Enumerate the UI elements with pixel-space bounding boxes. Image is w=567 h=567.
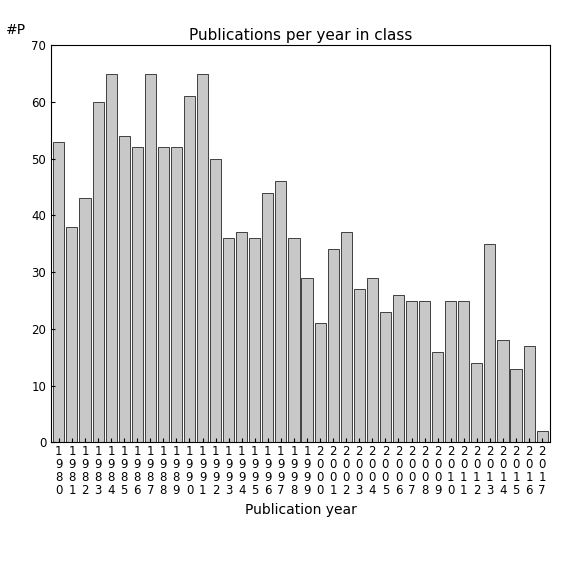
Bar: [419, 301, 430, 442]
Bar: [406, 301, 417, 442]
X-axis label: Publication year: Publication year: [244, 502, 357, 517]
Bar: [484, 244, 496, 442]
Bar: [328, 249, 338, 442]
Title: Publications per year in class: Publications per year in class: [189, 28, 412, 43]
Bar: [92, 102, 104, 442]
Bar: [302, 278, 312, 442]
Bar: [158, 147, 169, 442]
Bar: [197, 74, 208, 442]
Bar: [66, 227, 78, 442]
Bar: [497, 340, 509, 442]
Bar: [458, 301, 469, 442]
Bar: [523, 346, 535, 442]
Bar: [53, 142, 65, 442]
Bar: [471, 363, 483, 442]
Bar: [315, 323, 325, 442]
Bar: [367, 278, 378, 442]
Bar: [354, 289, 365, 442]
Bar: [79, 198, 91, 442]
Bar: [380, 312, 391, 442]
Bar: [171, 147, 182, 442]
Bar: [249, 238, 260, 442]
Bar: [289, 238, 299, 442]
Bar: [445, 301, 456, 442]
Bar: [536, 431, 548, 442]
Y-axis label: #P: #P: [6, 23, 26, 37]
Bar: [145, 74, 156, 442]
Bar: [184, 96, 195, 442]
Bar: [236, 232, 247, 442]
Bar: [210, 159, 221, 442]
Bar: [341, 232, 352, 442]
Bar: [105, 74, 117, 442]
Bar: [263, 193, 273, 442]
Bar: [119, 136, 130, 442]
Bar: [276, 181, 286, 442]
Bar: [223, 238, 234, 442]
Bar: [393, 295, 404, 442]
Bar: [510, 369, 522, 442]
Bar: [432, 352, 443, 442]
Bar: [132, 147, 143, 442]
